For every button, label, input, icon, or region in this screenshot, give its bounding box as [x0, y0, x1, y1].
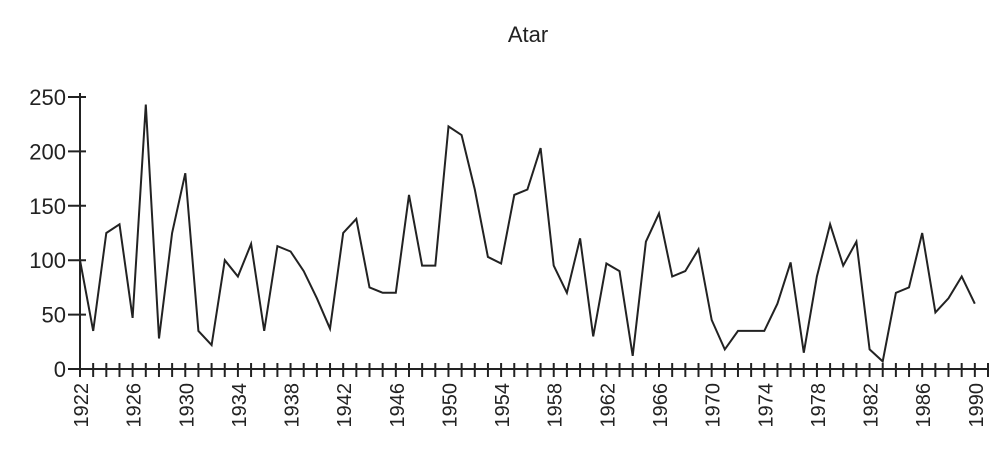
x-tick-label: 1926	[124, 383, 146, 428]
y-tick-label: 0	[54, 357, 66, 382]
chart-axes	[79, 93, 988, 370]
x-tick-label: 1958	[545, 383, 567, 428]
x-tick-label: 1990	[966, 383, 988, 428]
x-tick-label: 1978	[808, 383, 830, 428]
x-tick-label: 1942	[334, 383, 356, 428]
chart-title: Atar	[508, 22, 548, 47]
x-tick-label: 1974	[755, 383, 777, 428]
y-tick-label: 50	[42, 303, 66, 328]
x-tick-label: 1986	[913, 383, 935, 428]
y-tick-label: 200	[29, 139, 66, 164]
x-tick-label: 1966	[650, 383, 672, 428]
x-tick-label: 1938	[282, 383, 304, 428]
x-axis: 1922 1926 1930 1934 1938 1942 1946 1950 1954 1958…	[71, 363, 989, 428]
x-tick-label: 1922	[71, 383, 93, 428]
x-tick-label: 1934	[229, 383, 251, 428]
x-tick-label: 1930	[176, 383, 198, 428]
x-tick-label: 1946	[387, 383, 409, 428]
x-tick-label: 1950	[439, 383, 461, 428]
y-axis: 0 50 100 150 200 250	[29, 85, 86, 382]
x-tick-label: 1970	[703, 383, 725, 428]
x-tick-label: 1954	[492, 383, 514, 428]
y-tick-label: 150	[29, 194, 66, 219]
x-tick-label: 1982	[861, 383, 883, 428]
y-tick-label: 250	[29, 85, 66, 110]
series-line	[79, 104, 976, 364]
y-tick-label: 100	[29, 248, 66, 273]
plot-area	[79, 104, 976, 364]
x-tick-label: 1962	[597, 383, 619, 428]
